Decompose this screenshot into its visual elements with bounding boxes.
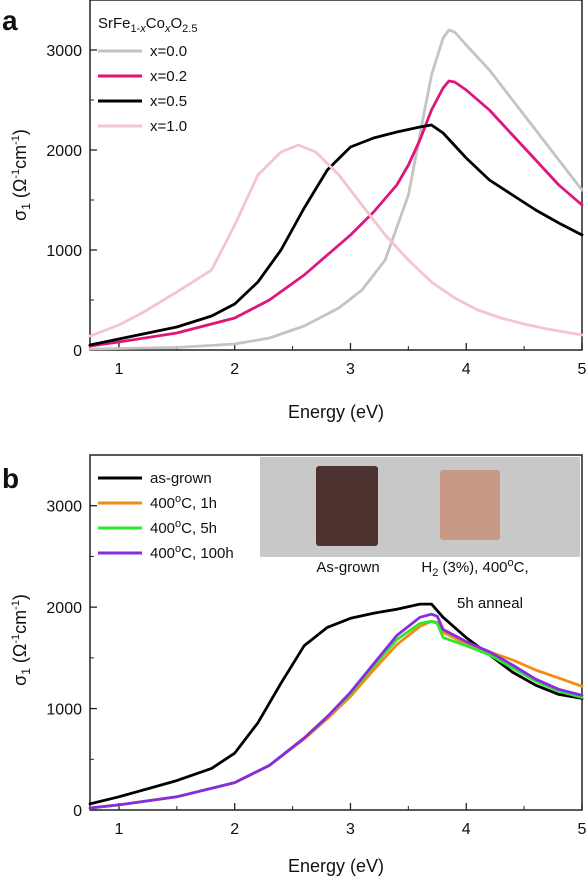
sample-annealed-image (440, 470, 500, 540)
panel-b: b 1 2 3 4 5 0 1000 2000 3000 As-grown H2 (3%), 4… (2, 454, 586, 876)
series-line-400oc-1h (88, 619, 584, 810)
series-line-400oc-100h (88, 612, 584, 810)
panel-a: a 1 2 3 4 5 0 1000 2000 3000 σ1 (Ω-1cm-1) Energy… (2, 0, 586, 422)
x-axis-title-a: Energy (eV) (288, 402, 384, 422)
legend-label: x=0.5 (150, 93, 187, 110)
x-tick-label: 4 (462, 821, 471, 838)
y-tick-label: 0 (73, 803, 82, 820)
legend-label: 400oC, 100h (150, 543, 234, 562)
legend-title-a: SrFe1-xCoxO2.5 (98, 15, 197, 35)
legend-label: x=1.0 (150, 118, 187, 135)
sample-as-grown-image (316, 466, 378, 546)
x-tick-label: 3 (346, 361, 355, 378)
series-line-x-0-5 (88, 123, 584, 347)
x-tick-label: 2 (230, 361, 239, 378)
y-tick-label: 3000 (46, 43, 82, 60)
y-axis-title-b: σ1 (Ω-1cm-1) (10, 594, 33, 686)
legend-label: as-grown (150, 470, 212, 487)
legend-label: 400oC, 5h (150, 518, 217, 537)
photo-caption-annealed-line2: 5h anneal (457, 595, 523, 612)
panel-label-a: a (2, 5, 18, 36)
x-tick-label: 1 (114, 821, 123, 838)
legend-label: 400oC, 1h (150, 493, 217, 512)
legend-a: SrFe1-xCoxO2.5 x=0.0 x=0.2 x=0.5 x=1.0 (98, 15, 197, 135)
y-tick-label: 0 (73, 343, 82, 360)
y-tick-label: 1000 (46, 702, 82, 719)
plot-frame-a (89, 0, 583, 351)
y-tick-label: 2000 (46, 600, 82, 617)
x-tick-label: 1 (114, 361, 123, 378)
photo-background (260, 457, 580, 557)
y-axis-title-a: σ1 (Ω-1cm-1) (10, 129, 33, 221)
y-tick-label: 1000 (46, 243, 82, 260)
x-axis-title-b: Energy (eV) (288, 856, 384, 876)
panel-label-b: b (2, 463, 19, 494)
photo-caption-annealed-line1: H2 (3%), 400oC, (421, 557, 528, 579)
series-line-x-0-0 (88, 28, 584, 351)
legend-label: x=0.2 (150, 68, 187, 85)
x-tick-label: 5 (578, 361, 586, 378)
y-tick-label: 3000 (46, 499, 82, 516)
y-tick-label: 2000 (46, 143, 82, 160)
photo-caption-as-grown: As-grown (316, 559, 379, 576)
x-tick-label: 2 (230, 821, 239, 838)
plot-frame-b (89, 454, 583, 811)
x-tick-label: 3 (346, 821, 355, 838)
series-line-x-0-2 (88, 79, 584, 348)
series-line-400oc-5h (88, 619, 584, 810)
legend-b: as-grown 400oC, 1h 400oC, 5h 400oC, 100h (98, 470, 234, 562)
x-tick-label: 5 (578, 821, 586, 838)
series-line-x-1-0 (88, 143, 584, 338)
series-line-as-grown (88, 602, 584, 806)
x-tick-label: 4 (462, 361, 471, 378)
inset-photo: As-grown H2 (3%), 400oC, 5h anneal (260, 457, 580, 612)
legend-label: x=0.0 (150, 43, 187, 60)
